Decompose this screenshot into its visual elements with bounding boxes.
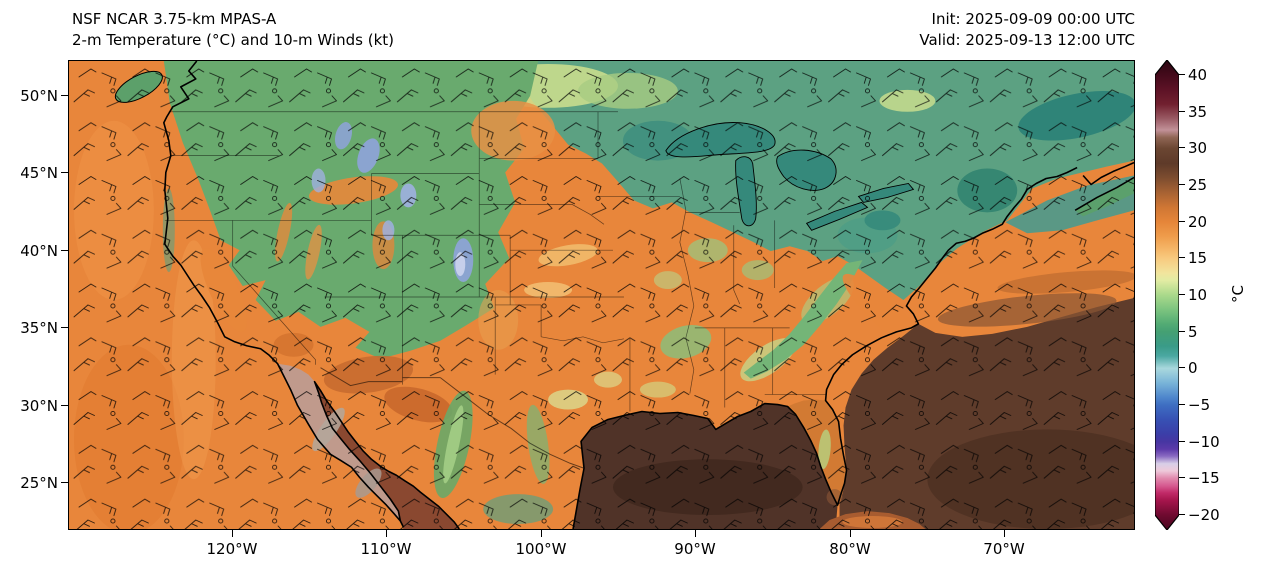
lat-tick-35n: 35°N [4,318,68,338]
cbar-tick-35: 35 [1178,103,1208,121]
map-plot [68,60,1135,530]
cbar-tick-25: 25 [1178,176,1208,194]
lat-tick-45n: 45°N [4,163,68,183]
cbar-tick-20: 20 [1178,213,1208,231]
title-block: NSF NCAR 3.75-km MPAS-A 2-m Temperature … [72,9,394,51]
cbar-tick-m20: −20 [1179,506,1220,524]
cbar-tick-5: 5 [1179,323,1198,341]
colorbar-svg [1154,59,1180,531]
cbar-tick-40: 40 [1178,66,1208,84]
colorbar-gradient [1154,59,1180,531]
cbar-tick-m15: −15 [1179,469,1220,487]
wind-barbs-overlay [69,61,1134,529]
init-time: Init: 2025-09-09 00:00 UTC [931,10,1135,28]
cbar-tick-30: 30 [1178,139,1208,157]
plot-title: 2-m Temperature (°C) and 10-m Winds (kt) [72,31,394,49]
lon-tick-110w: 110°W [346,530,426,559]
valid-time: Valid: 2025-09-13 12:00 UTC [919,31,1135,49]
colorbar [1154,59,1180,531]
lon-tick-120w: 120°W [192,530,272,559]
lat-tick-50n: 50°N [4,86,68,106]
lon-tick-100w: 100°W [501,530,581,559]
lat-tick-30n: 30°N [4,396,68,416]
lon-tick-80w: 80°W [810,530,890,559]
time-block: Init: 2025-09-09 00:00 UTC Valid: 2025-0… [919,9,1135,51]
lat-tick-25n: 25°N [4,473,68,493]
temperature-map-svg [69,61,1134,529]
cbar-tick-10: 10 [1178,286,1208,304]
colorbar-unit-label: °C [1229,285,1247,303]
lon-tick-90w: 90°W [655,530,735,559]
cbar-tick-0: 0 [1179,359,1198,377]
cbar-tick-m5: −5 [1178,396,1211,414]
model-title: NSF NCAR 3.75-km MPAS-A [72,10,277,28]
lon-tick-70w: 70°W [964,530,1044,559]
cbar-tick-15: 15 [1178,249,1208,267]
cbar-tick-m10: −10 [1179,433,1220,451]
lat-tick-40n: 40°N [4,241,68,261]
